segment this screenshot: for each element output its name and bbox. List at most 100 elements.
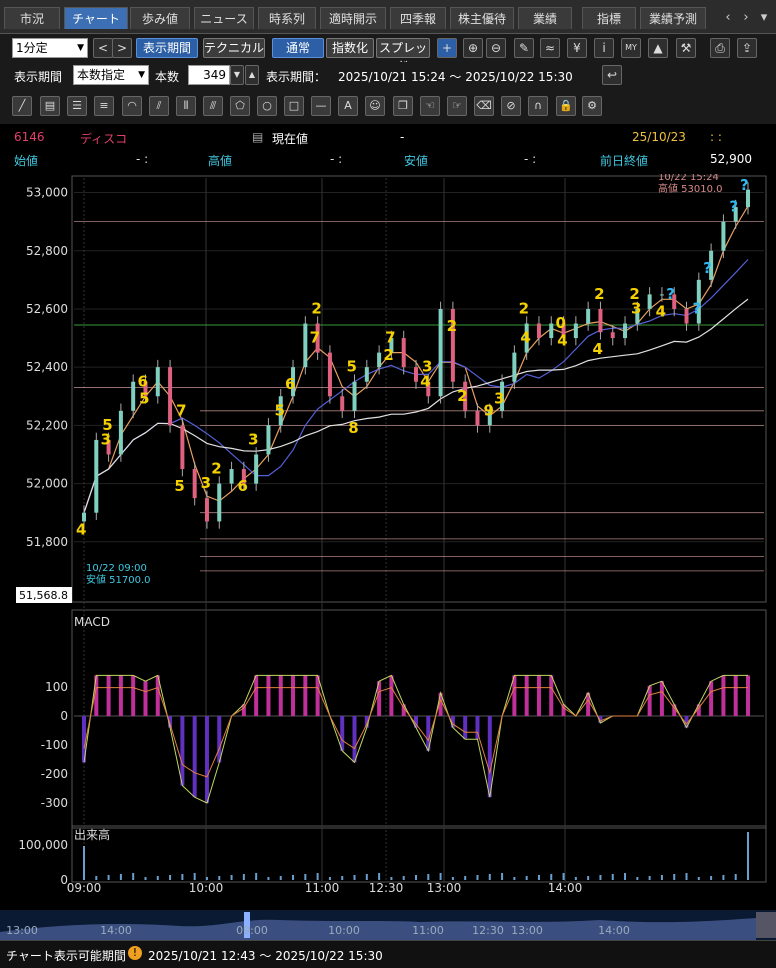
index-button[interactable]: 指数化 — [326, 38, 374, 58]
tab-ticks[interactable]: 歩み値 — [130, 7, 190, 29]
volume-bar — [95, 876, 98, 880]
magnet-icon[interactable]: ∩ — [528, 96, 548, 116]
count-marker: 3 — [101, 430, 111, 448]
my-icon[interactable]: MY — [621, 38, 641, 58]
chart-area[interactable]: 4 5 3 5 6 7 5 3 2 6 3 5 6 2 7 8 5 7 2 3 4 2 2 9 3 4 2 4 0 2 4 3 2 4????? … — [0, 172, 776, 910]
candle-body — [672, 294, 677, 309]
tab-disclosure[interactable]: 適時開示 — [320, 7, 386, 29]
volume-bar — [415, 875, 417, 880]
count-marker: 2 — [311, 300, 321, 318]
count-mode-select[interactable]: 本数指定 ▼ — [73, 65, 149, 85]
low-label: 安値 — [404, 154, 429, 168]
zoom-in-icon[interactable]: ⊕ — [463, 38, 483, 58]
period-label: 表示期間 — [14, 70, 63, 84]
macd-bar — [524, 675, 529, 716]
yen-icon[interactable]: ¥ — [567, 38, 587, 58]
pentagon-tool-icon[interactable]: ⬠ — [230, 96, 250, 116]
overview-strip[interactable]: 13:00 14:00 09:00 10:00 11:00 12:30 13:00 14:00 — [0, 910, 776, 940]
tab-results[interactable]: 業績 — [518, 7, 572, 29]
volume-bar — [279, 876, 282, 880]
tab-benefits[interactable]: 株主優待 — [450, 7, 514, 29]
tab-news[interactable]: ニュース — [194, 7, 254, 29]
lock-icon[interactable]: 🔒 — [556, 96, 576, 116]
macd-bar — [696, 704, 701, 716]
export-icon[interactable]: ⇪ — [737, 38, 757, 58]
info-icon[interactable]: i — [594, 38, 614, 58]
hlines-tool-icon[interactable]: ☰ — [67, 96, 87, 116]
next-icon[interactable]: > — [112, 38, 132, 58]
candle-body — [426, 381, 431, 397]
macd-bar — [746, 675, 750, 716]
volume-bar — [451, 877, 454, 880]
macd-bar — [106, 675, 111, 716]
parallel-tool-icon[interactable]: ⫻ — [203, 96, 223, 116]
tab-market[interactable]: 市況 — [4, 7, 60, 29]
arc-tool-icon[interactable]: ◠ — [122, 96, 142, 116]
overview-handle-right[interactable] — [756, 912, 776, 938]
count-input[interactable]: 349 — [188, 65, 230, 85]
settings-icon[interactable]: ⚙ — [582, 96, 602, 116]
x-tick-label: 09:00 — [67, 881, 102, 895]
hline-tool-icon[interactable]: — — [311, 96, 331, 116]
tab-scroll-left-icon[interactable]: ‹ — [725, 10, 731, 25]
line-tool-icon[interactable]: ╱ — [12, 96, 32, 116]
tab-scroll-right-icon[interactable]: › — [743, 10, 749, 25]
technical-button[interactable]: テクニカル — [203, 38, 265, 58]
macd-bar — [536, 675, 541, 716]
count-marker: 4 — [76, 521, 86, 539]
overview-handle-left[interactable] — [244, 912, 250, 938]
period-button[interactable]: 表示期間 — [136, 38, 198, 58]
area-chart-icon[interactable]: ▲ — [648, 38, 668, 58]
candle-body — [327, 352, 332, 397]
list-icon[interactable]: ▤ — [252, 130, 264, 144]
text-tool-icon[interactable]: A — [338, 96, 358, 116]
tab-indicators[interactable]: 指標 — [582, 7, 636, 29]
fan-tool-icon[interactable]: ⫽ — [149, 96, 169, 116]
copy-icon[interactable]: ❐ — [393, 96, 413, 116]
y-tick-label: 52,800 — [26, 244, 68, 258]
print-icon[interactable]: ⎙ — [710, 38, 730, 58]
volume-bar — [599, 875, 602, 880]
hand-right-icon[interactable]: ☞ — [447, 96, 467, 116]
vlines-tool-icon[interactable]: ⦀ — [176, 96, 196, 116]
trend-icon[interactable]: ≈ — [540, 38, 560, 58]
x-tick-label: 14:00 — [548, 881, 583, 895]
wrench-icon[interactable]: ⚒ — [676, 38, 696, 58]
eraser-icon[interactable]: ⌫ — [474, 96, 494, 116]
channel-tool-icon[interactable]: ≡ — [94, 96, 114, 116]
current-price-label: 現在値 — [272, 132, 309, 146]
signal-line — [83, 686, 748, 778]
prev-icon[interactable]: < — [93, 38, 113, 58]
reset-icon[interactable]: ↩ — [602, 65, 622, 85]
y-tick-label: 52,200 — [26, 418, 68, 432]
dropdown-arrow-icon: ▼ — [138, 70, 145, 80]
macd-tick-label: -200 — [41, 767, 68, 781]
ruler-tool-icon[interactable]: ▤ — [40, 96, 60, 116]
count-down-icon[interactable]: ▼ — [230, 65, 244, 85]
macd-bar — [549, 675, 554, 716]
tab-chart[interactable]: チャート — [64, 7, 128, 29]
tab-timeseries[interactable]: 時系列 — [258, 7, 316, 29]
tab-forecast[interactable]: 業績予測 — [640, 7, 706, 29]
eraser-all-icon[interactable]: ⊘ — [501, 96, 521, 116]
add-icon[interactable]: + — [437, 38, 457, 58]
interval-select[interactable]: 1分定 ▼ — [12, 38, 88, 58]
macd-bar — [475, 716, 480, 740]
footer-range: 2025/10/21 12:43 ～ 2025/10/22 15:30 — [148, 949, 383, 963]
rect-tool-icon[interactable]: □ — [284, 96, 304, 116]
circle-tool-icon[interactable]: ○ — [257, 96, 277, 116]
face-icon[interactable]: ☺ — [365, 96, 385, 116]
spread-button[interactable]: スプレッド — [376, 38, 430, 73]
high-label: 高値 — [208, 154, 233, 168]
zoom-out-icon[interactable]: ⊖ — [486, 38, 506, 58]
tab-shikiho[interactable]: 四季報 — [390, 7, 446, 29]
macd-bar — [561, 704, 566, 716]
pen-icon[interactable]: ✎ — [514, 38, 534, 58]
normal-button[interactable]: 通常 — [272, 38, 324, 58]
hand-icon[interactable]: ☜ — [420, 96, 440, 116]
candle-body — [696, 279, 701, 324]
tab-menu-icon[interactable]: ▾ — [760, 10, 768, 25]
count-up-icon[interactable]: ▲ — [245, 65, 259, 85]
volume-bar — [365, 874, 368, 880]
